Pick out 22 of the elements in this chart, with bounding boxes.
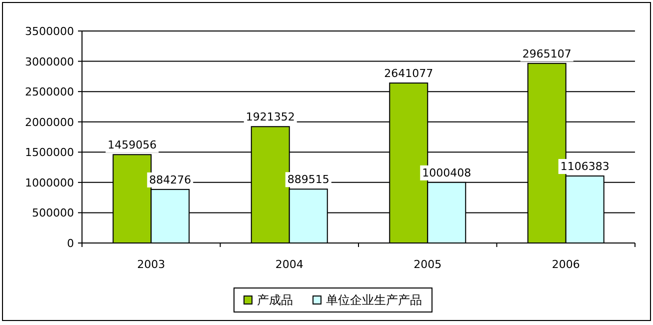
y-tick-label: 500000 xyxy=(32,206,74,220)
x-tick-label: 2006 xyxy=(552,258,580,271)
data-label: 1459056 xyxy=(108,138,157,152)
data-label: 889515 xyxy=(287,173,330,186)
data-label: 2641077 xyxy=(384,67,434,80)
y-tick-label: 3000000 xyxy=(25,55,74,68)
x-tick-label: 2005 xyxy=(414,258,442,271)
y-tick-label: 2500000 xyxy=(25,86,74,99)
x-tick-label: 2003 xyxy=(137,258,166,271)
data-label: 884276 xyxy=(149,173,192,186)
y-tick-label: 1000000 xyxy=(25,176,74,190)
legend-label: 单位企业生产产品 xyxy=(326,293,422,307)
y-tick-label: 1500000 xyxy=(25,146,74,160)
data-label: 2965107 xyxy=(522,47,572,60)
y-tick-label: 2000000 xyxy=(25,116,74,129)
data-label: 1921352 xyxy=(246,110,295,124)
x-tick-label: 2004 xyxy=(275,258,304,271)
y-tick-label: 0 xyxy=(67,237,74,250)
data-label: 1000408 xyxy=(422,166,472,180)
data-label: 1106383 xyxy=(560,160,610,173)
y-tick-label: 3500000 xyxy=(25,25,74,38)
legend-label: 产成品 xyxy=(257,293,293,307)
